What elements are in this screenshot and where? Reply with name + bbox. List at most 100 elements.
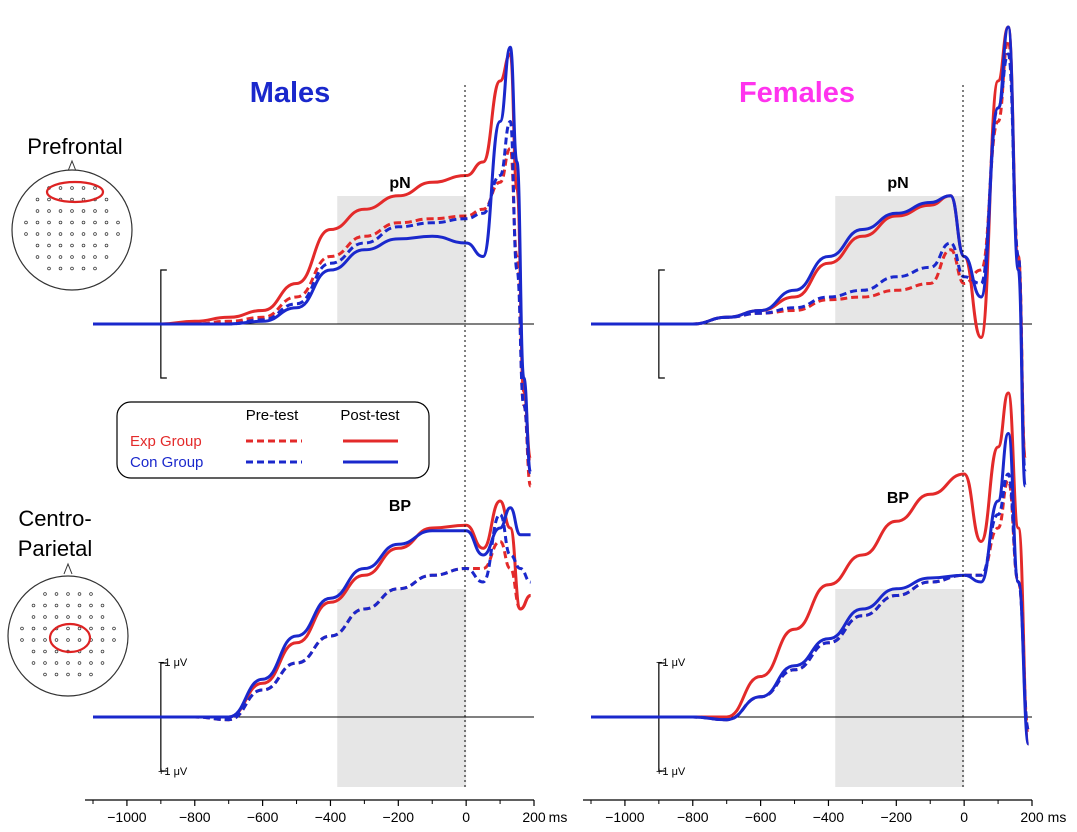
electrode-dot bbox=[81, 209, 86, 213]
electrode-dot bbox=[43, 626, 47, 631]
electrode-dot bbox=[77, 672, 82, 677]
electrode-dot bbox=[100, 638, 105, 642]
electrode-dot bbox=[58, 266, 63, 271]
electrode-dot bbox=[66, 661, 70, 665]
electrode-dot bbox=[54, 592, 59, 596]
electrode-dot bbox=[81, 186, 86, 190]
legend: Pre-test Post-test Exp Group Con Group bbox=[116, 401, 430, 479]
title-males: Males bbox=[250, 77, 331, 109]
legend-label-con: Con Group bbox=[130, 454, 203, 471]
x-tick-label: −800 bbox=[677, 809, 709, 825]
row-label-centro: Centro- bbox=[18, 506, 91, 531]
electrode-dot bbox=[70, 209, 74, 213]
erp-panel-3 bbox=[590, 391, 1032, 787]
electrode-dot bbox=[31, 661, 36, 665]
electrode-dot bbox=[100, 649, 105, 654]
electrode-dot bbox=[54, 672, 59, 677]
electrode-dot bbox=[77, 592, 82, 596]
series-exp-post bbox=[590, 391, 1031, 746]
x-tick-label: −200 bbox=[383, 809, 415, 825]
series-con-post bbox=[590, 431, 1031, 746]
x-tick-label: −1000 bbox=[107, 809, 147, 825]
electrode-dot bbox=[100, 661, 105, 665]
x-tick-label: 200 bbox=[522, 809, 546, 825]
head-map-centroparietal bbox=[7, 562, 129, 697]
electrode-dot bbox=[89, 672, 93, 677]
roi-prefrontal bbox=[45, 180, 105, 204]
electrode-dot bbox=[47, 209, 51, 213]
electrode-dot bbox=[77, 626, 82, 631]
electrode-dot bbox=[47, 243, 51, 248]
electrode-dot bbox=[54, 638, 59, 642]
electrode-dot bbox=[58, 220, 63, 225]
electrode-dot bbox=[89, 661, 93, 665]
electrode-dot bbox=[89, 592, 93, 596]
electrode-dot bbox=[31, 626, 36, 631]
electrode-dot bbox=[58, 209, 63, 213]
electrode-dot bbox=[77, 615, 82, 619]
head-map-prefrontal bbox=[11, 159, 133, 291]
electrode-dot bbox=[66, 615, 70, 619]
electrode-dot bbox=[104, 232, 109, 236]
x-tick-label: −600 bbox=[247, 809, 279, 825]
x-unit-females: ms bbox=[1048, 809, 1067, 825]
electrode-dot bbox=[77, 638, 82, 642]
electrode-dot bbox=[58, 255, 63, 259]
electrode-dot bbox=[58, 243, 63, 248]
electrode-dot bbox=[104, 220, 109, 225]
electrode-dot bbox=[35, 232, 40, 236]
electrode-dot bbox=[47, 232, 51, 236]
series-con-post bbox=[92, 506, 531, 719]
electrode-dot bbox=[66, 603, 70, 608]
x-tick-label: −1000 bbox=[605, 809, 645, 825]
electrode-dot bbox=[112, 638, 116, 642]
legend-label-exp: Exp Group bbox=[130, 433, 202, 450]
electrode-dot bbox=[104, 243, 109, 248]
scale-label-neg-f: −1 μV bbox=[656, 657, 686, 669]
erp-panel-0 bbox=[93, 45, 534, 488]
electrode-dot bbox=[58, 186, 63, 190]
electrode-dot bbox=[93, 220, 97, 225]
electrode-dot bbox=[54, 615, 59, 619]
electrode-dot bbox=[77, 661, 82, 665]
electrode-dot bbox=[93, 209, 97, 213]
row-label-parietal: Parietal bbox=[18, 536, 93, 561]
electrode-dot bbox=[43, 661, 47, 665]
electrode-dot bbox=[66, 626, 70, 631]
electrode-dot bbox=[66, 672, 70, 677]
electrode-dot bbox=[31, 638, 36, 642]
x-tick-label: 0 bbox=[462, 809, 470, 825]
series-con-pre bbox=[591, 52, 1027, 474]
electrode-dot bbox=[47, 197, 51, 202]
electrode-dot bbox=[81, 232, 86, 236]
electrode-dot bbox=[70, 186, 74, 190]
electrode-dot bbox=[81, 266, 86, 271]
electrode-dot bbox=[47, 220, 51, 225]
electrode-dot bbox=[89, 603, 93, 608]
electrode-dot bbox=[93, 266, 97, 271]
electrode-dot bbox=[54, 603, 59, 608]
scale-label-pos: +1 μV bbox=[158, 766, 188, 778]
electrode-dot bbox=[93, 243, 97, 248]
electrode-dot bbox=[100, 626, 105, 631]
component-window bbox=[835, 196, 965, 324]
component-label-bp-females: BP bbox=[887, 490, 910, 507]
electrode-dot bbox=[66, 638, 70, 642]
electrode-dot bbox=[81, 255, 86, 259]
electrode-dot bbox=[66, 592, 70, 596]
electrode-dot bbox=[77, 603, 82, 608]
electrode-dot bbox=[58, 232, 63, 236]
electrode-dot bbox=[89, 615, 93, 619]
electrode-dot bbox=[81, 243, 86, 248]
x-unit-males: ms bbox=[549, 809, 568, 825]
electrode-dot bbox=[104, 197, 109, 202]
electrode-dot bbox=[31, 649, 36, 654]
series-con-pre bbox=[92, 512, 532, 722]
electrode-dot bbox=[43, 615, 47, 619]
electrode-dot bbox=[47, 255, 51, 259]
electrode-dot bbox=[43, 649, 47, 654]
scale-label-pos-f: +1 μV bbox=[656, 766, 686, 778]
component-label-pn-females: pN bbox=[887, 175, 908, 192]
electrode-dot bbox=[104, 209, 109, 213]
